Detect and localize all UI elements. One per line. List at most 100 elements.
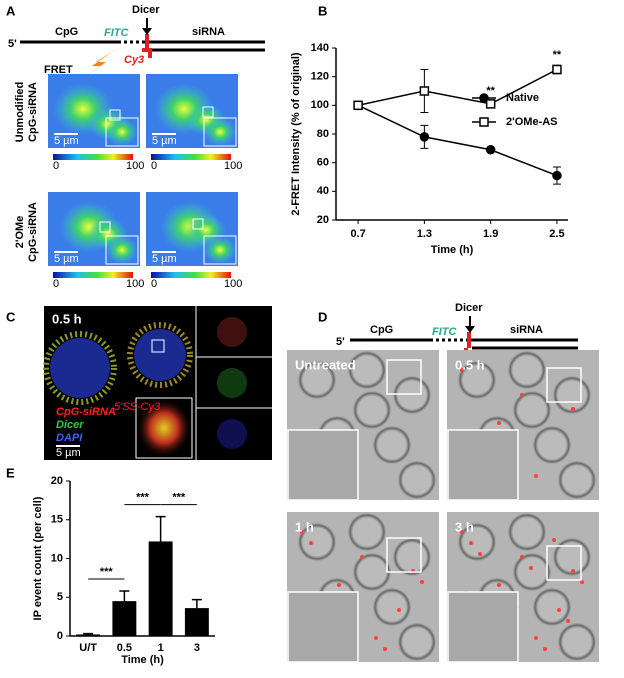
dot xyxy=(571,407,575,411)
cell xyxy=(507,350,547,390)
x-tick-label: U/T xyxy=(79,642,97,654)
colorbar-label: 0 xyxy=(53,160,59,172)
dot xyxy=(478,552,482,556)
dot xyxy=(460,530,464,534)
colorbar xyxy=(53,154,133,160)
marker xyxy=(353,100,363,111)
scale-label: 5 µm xyxy=(54,135,79,147)
cell xyxy=(557,460,597,500)
dot xyxy=(534,474,538,478)
row-label: Unmodified xyxy=(14,82,26,143)
bar xyxy=(184,608,209,636)
annotation: ** xyxy=(486,85,495,97)
marker xyxy=(419,132,430,142)
colorbar-label: 0 xyxy=(53,278,59,290)
y-tick-label: 15 xyxy=(51,514,63,526)
cell xyxy=(372,587,412,627)
bar xyxy=(148,541,173,636)
construct-diagram: 5' CpG FITC Dicer siRNA Untreated 0.5 h 1 … xyxy=(287,302,599,663)
dot xyxy=(469,541,473,545)
colorbar-label: 0 xyxy=(151,278,157,290)
x-tick-label: 1.9 xyxy=(483,228,498,240)
cell xyxy=(512,552,552,592)
label: CpG xyxy=(55,26,78,38)
cell xyxy=(457,360,497,400)
row-label: 2'OMe xyxy=(14,216,26,249)
dot xyxy=(552,538,556,542)
cell xyxy=(532,425,572,465)
panel-label: D xyxy=(318,309,327,324)
marker xyxy=(485,145,496,155)
image-label: 0.5 h xyxy=(455,357,485,372)
cell xyxy=(392,375,432,415)
dot xyxy=(520,393,524,397)
cell xyxy=(372,425,412,465)
dot xyxy=(360,555,364,559)
series-line xyxy=(357,68,558,107)
y-tick-label: 140 xyxy=(311,42,329,54)
dot xyxy=(529,566,533,570)
cell xyxy=(347,350,387,390)
y-tick-label: 100 xyxy=(311,99,329,111)
x-tick-label: 1.3 xyxy=(417,228,432,240)
series-line xyxy=(357,104,558,177)
fret-images: Unmodified CpG-siRNA 2'OMe CpG-siRNA 5 µ… xyxy=(14,74,242,290)
colorbar xyxy=(151,272,231,278)
dot xyxy=(543,647,547,651)
colorbar-label: 100 xyxy=(224,278,242,290)
bar xyxy=(76,634,101,636)
dot xyxy=(497,421,501,425)
panel-label: B xyxy=(318,3,327,18)
marker xyxy=(552,64,562,75)
label: FITC xyxy=(432,326,457,338)
cell xyxy=(297,360,337,400)
label: siRNA xyxy=(192,26,225,38)
dot xyxy=(374,636,378,640)
row-label: CpG-siRNA xyxy=(27,82,39,142)
x-tick-label: 3 xyxy=(194,642,200,654)
cell xyxy=(352,390,392,430)
dot xyxy=(534,636,538,640)
cell xyxy=(392,537,432,577)
annotation: ** xyxy=(553,49,562,61)
label: CpG xyxy=(370,324,393,336)
panel-label: A xyxy=(6,3,16,18)
confocal-image: 0.5 h CpG-siRNA 5'SS-Cy3 Dicer DAPI 5 µm xyxy=(43,306,272,460)
dot xyxy=(571,569,575,573)
dot xyxy=(420,580,424,584)
dot xyxy=(566,619,570,623)
inset xyxy=(287,429,359,501)
label: FITC xyxy=(104,27,129,39)
y-tick-label: 10 xyxy=(51,552,63,564)
y-axis-label: 2-FRET Intensity (% of original) xyxy=(290,52,302,216)
y-tick-label: 40 xyxy=(317,185,329,197)
inset xyxy=(447,591,519,663)
roi xyxy=(386,359,422,395)
roi xyxy=(546,545,582,581)
label: 5' xyxy=(8,38,17,50)
x-axis-label: Time (h) xyxy=(431,244,474,256)
y-tick-label: 20 xyxy=(317,214,329,226)
y-tick-label: 0 xyxy=(57,630,63,642)
error-bar xyxy=(191,598,202,609)
x-tick-label: 0.5 xyxy=(117,642,132,654)
label: siRNA xyxy=(510,324,543,336)
marker xyxy=(552,170,562,181)
error-bar xyxy=(119,590,130,602)
roi xyxy=(386,537,422,573)
row-label: CpG-siRNA xyxy=(27,202,39,262)
cell xyxy=(532,587,572,627)
colorbar xyxy=(53,272,133,278)
cell xyxy=(457,522,497,562)
y-axis-label: IP event count (per cell) xyxy=(32,496,44,620)
roi xyxy=(99,221,111,233)
y-tick-label: 120 xyxy=(311,71,329,83)
bar xyxy=(112,601,137,636)
dot xyxy=(557,608,561,612)
legend-label: 2'OMe-AS xyxy=(506,116,558,128)
cell xyxy=(512,390,552,430)
inset xyxy=(287,591,359,663)
roi xyxy=(109,109,121,121)
